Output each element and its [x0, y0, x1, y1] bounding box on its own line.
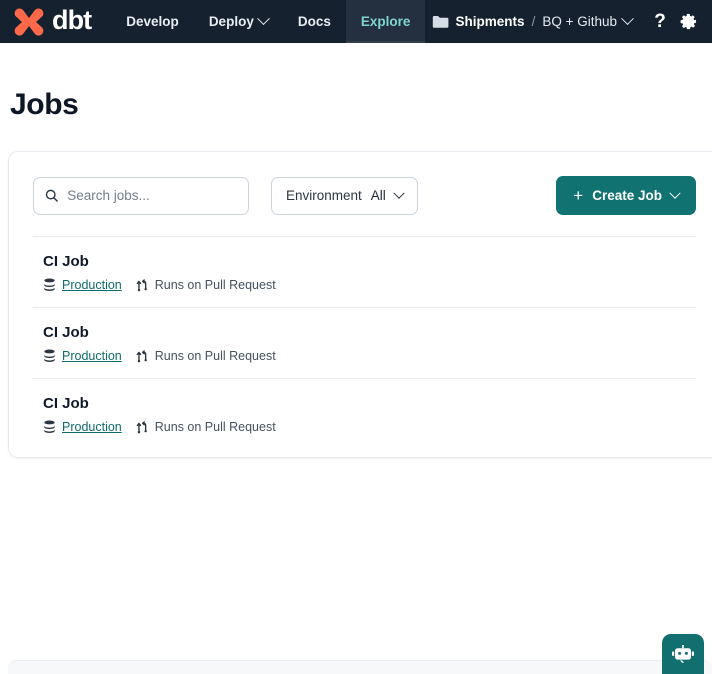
environment-filter-label: Environment [286, 188, 362, 203]
job-trigger-label: Runs on Pull Request [154, 349, 276, 363]
chevron-down-icon [669, 187, 681, 199]
job-environment-link[interactable]: Production [62, 278, 122, 292]
chat-bot-icon [672, 645, 694, 663]
create-job-button[interactable]: + Create Job [556, 176, 696, 215]
nav-item-docs[interactable]: Docs [283, 0, 346, 43]
job-name: CI Job [43, 324, 89, 341]
create-job-label: Create Job [592, 188, 662, 203]
help-icon: ? [654, 11, 666, 32]
job-meta: Production Runs on Pull Request [43, 349, 696, 363]
chevron-down-icon [256, 12, 270, 26]
breadcrumb-separator: / [531, 14, 536, 29]
job-trigger-label: Runs on Pull Request [154, 278, 276, 292]
job-environment[interactable]: Production [43, 420, 122, 434]
dbt-x-logo-icon [14, 7, 44, 36]
pull-request-icon [136, 279, 147, 292]
job-list-item[interactable]: CI Job Production Runs [33, 236, 696, 307]
chat-assistant-button[interactable] [662, 634, 704, 674]
job-list-item[interactable]: CI Job Production Runs [33, 378, 696, 449]
pull-request-icon [136, 421, 147, 434]
job-list-item[interactable]: CI Job Production Runs [33, 307, 696, 378]
job-trigger: Runs on Pull Request [136, 420, 276, 434]
folder-icon [432, 15, 448, 28]
bottom-panel-edge [8, 660, 712, 674]
job-name: CI Job [43, 395, 89, 412]
nav-item-explore[interactable]: Explore [345, 0, 426, 43]
brand-name: dbt [52, 5, 92, 35]
nav-label-develop: Develop [126, 14, 179, 29]
nav-item-deploy[interactable]: Deploy [194, 0, 283, 43]
breadcrumb-project[interactable]: Shipments [455, 14, 525, 29]
database-icon [44, 420, 55, 433]
database-icon [44, 278, 55, 291]
search-input[interactable] [67, 188, 237, 203]
chevron-down-icon [393, 187, 405, 199]
environment-filter-dropdown[interactable]: Environment All [271, 176, 418, 215]
job-meta: Production Runs on Pull Request [43, 278, 696, 292]
settings-button[interactable] [674, 8, 702, 36]
database-icon [44, 349, 55, 362]
search-jobs-box[interactable] [33, 176, 249, 215]
job-environment[interactable]: Production [43, 278, 122, 292]
brand-logo[interactable]: dbt [0, 0, 105, 43]
job-trigger: Runs on Pull Request [136, 278, 276, 292]
job-trigger: Runs on Pull Request [136, 349, 276, 363]
breadcrumb: Shipments / BQ + Github [432, 12, 634, 29]
nav-label-docs: Docs [297, 14, 331, 29]
nav-label-explore: Explore [360, 14, 411, 29]
job-environment-link[interactable]: Production [62, 420, 122, 434]
job-environment-link[interactable]: Production [62, 349, 122, 363]
pull-request-icon [136, 350, 147, 363]
plus-icon: + [573, 186, 584, 205]
topbar-right-group: Shipments / BQ + Github ? [432, 0, 712, 43]
jobs-card: Environment All + Create Job CI Job Prod… [8, 151, 712, 458]
job-meta: Production Runs on Pull Request [43, 420, 696, 434]
nav-item-develop[interactable]: Develop [111, 0, 194, 43]
page-title: Jobs [10, 88, 79, 121]
environment-filter-value: All [370, 188, 386, 203]
chevron-down-icon [621, 12, 634, 26]
jobs-toolbar: Environment All + Create Job [33, 152, 696, 236]
gear-icon [680, 13, 696, 30]
job-trigger-label: Runs on Pull Request [154, 420, 276, 434]
help-button[interactable]: ? [646, 8, 674, 36]
search-icon [45, 189, 58, 202]
breadcrumb-environment-label: BQ + Github [542, 14, 617, 29]
nav-label-deploy: Deploy [208, 14, 254, 29]
primary-nav: Develop Deploy Docs Explore [111, 0, 426, 43]
job-name: CI Job [43, 253, 89, 270]
job-environment[interactable]: Production [43, 349, 122, 363]
top-navigation-bar: dbt Develop Deploy Docs Explore Shipment… [0, 0, 712, 43]
breadcrumb-environment-selector[interactable]: BQ + Github [542, 12, 634, 29]
